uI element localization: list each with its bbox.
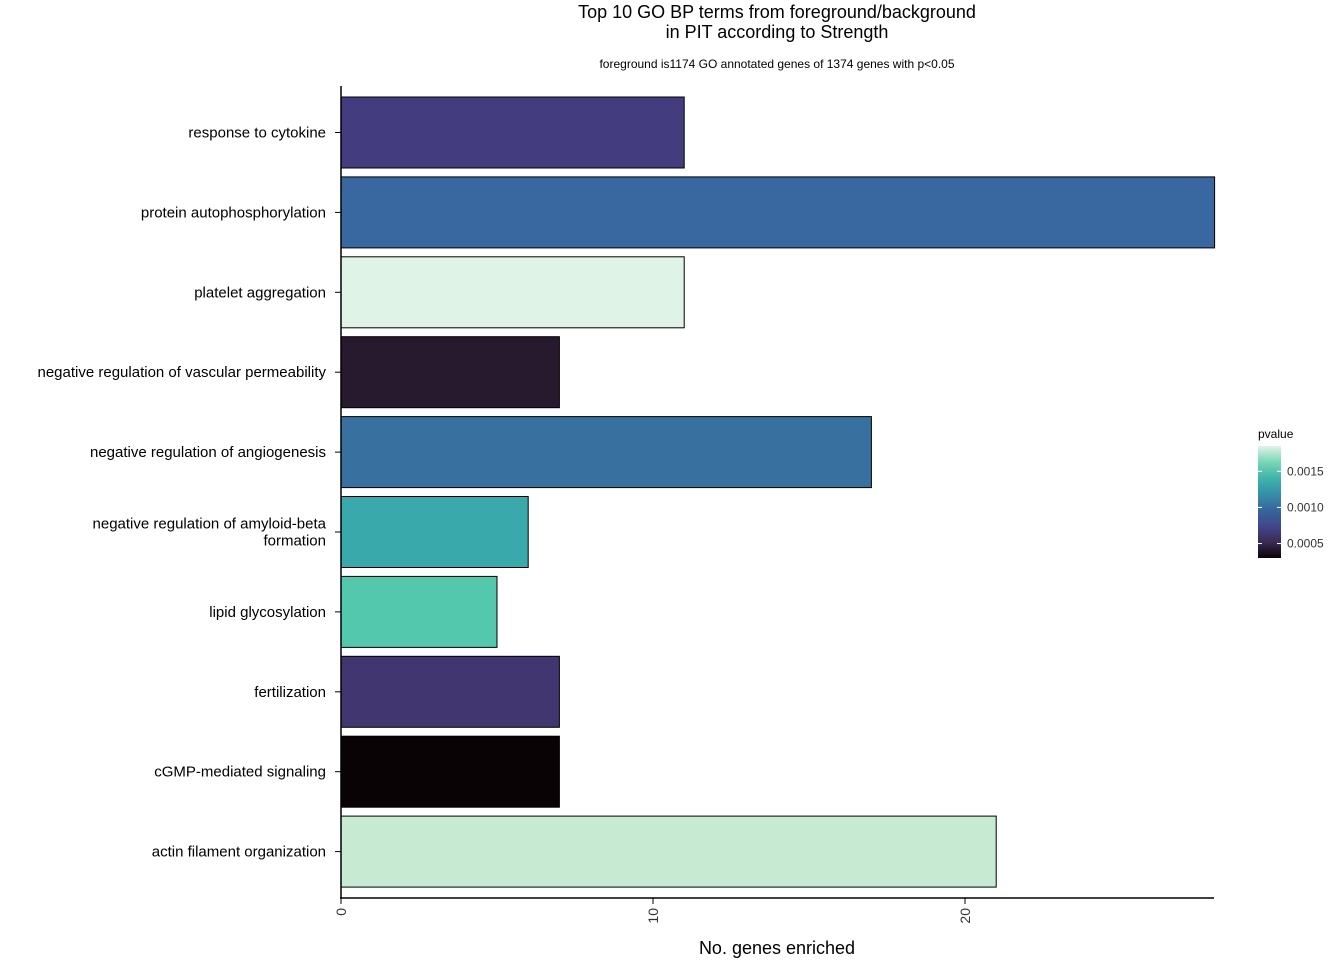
- bar: [340, 336, 560, 409]
- x-ticks: 0 10 20: [333, 898, 973, 924]
- bar: [340, 496, 529, 568]
- chart-subtitle: foreground is1174 GO annotated genes of …: [599, 57, 954, 71]
- y-tick-label: protein autophosphorylation: [141, 204, 326, 221]
- legend-ticks: 0.0005 0.0010 0.0015: [1258, 464, 1324, 551]
- y-tick-labels: response to cytokine protein autophosphor…: [38, 125, 341, 861]
- bar: [340, 416, 872, 489]
- x-tick-label: 0: [333, 908, 349, 916]
- legend-colorbar: [1258, 446, 1281, 558]
- bar: [340, 176, 1216, 249]
- bar: [340, 575, 498, 648]
- y-tick-label: fertilization: [254, 684, 326, 701]
- y-tick-label: actin filament organization: [152, 844, 326, 861]
- bar: [340, 735, 560, 808]
- y-tick-label: negative regulation of vascular permeabi…: [38, 364, 327, 381]
- bar: [340, 655, 560, 728]
- y-tick-label: platelet aggregation: [194, 284, 326, 301]
- legend-tick-label: 0.0010: [1287, 500, 1324, 514]
- legend-tick-label: 0.0005: [1287, 537, 1324, 551]
- legend-title: pvalue: [1258, 427, 1294, 441]
- x-axis-label: No. genes enriched: [699, 938, 855, 958]
- pvalue-legend: pvalue 0.0005 0.0010 0.0015: [1258, 427, 1324, 558]
- y-tick-label: negative regulation of angiogenesis: [90, 444, 326, 461]
- x-tick-label: 10: [645, 908, 661, 924]
- bars-group: [340, 96, 1216, 888]
- bar: [340, 815, 997, 888]
- y-tick-label: lipid glycosylation: [209, 604, 326, 621]
- y-tick-label: cGMP-mediated signaling: [154, 764, 326, 781]
- chart-title: Top 10 GO BP terms from foreground/backg…: [578, 2, 976, 42]
- bar: [340, 256, 685, 329]
- legend-tick-label: 0.0015: [1287, 464, 1324, 478]
- x-tick-label: 20: [957, 908, 973, 924]
- y-tick-label: negative regulation of amyloid-beta forma…: [93, 516, 327, 550]
- bar: [340, 96, 685, 169]
- y-tick-label: response to cytokine: [188, 125, 326, 142]
